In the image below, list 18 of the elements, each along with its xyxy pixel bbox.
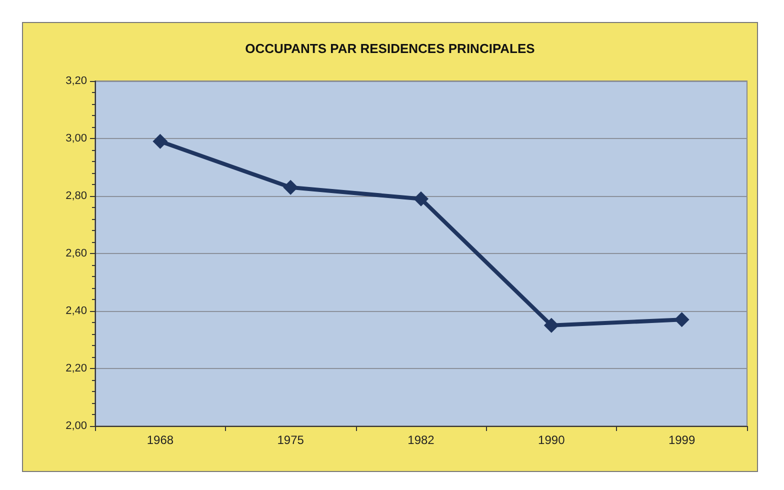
- y-tick-label: 2,20: [66, 362, 87, 374]
- chart-title: OCCUPANTS PAR RESIDENCES PRINCIPALES: [245, 41, 536, 56]
- y-tick-label: 3,00: [66, 132, 87, 144]
- x-tick-label: 1990: [538, 433, 566, 447]
- point: [544, 318, 559, 333]
- x-tick-label: 1975: [277, 433, 304, 447]
- x-tick-label: 1999: [668, 433, 696, 447]
- x-tick-label: 1968: [146, 433, 174, 447]
- x-tick-label: 1982: [408, 433, 435, 447]
- point: [674, 312, 690, 328]
- y-tick-label: 2,80: [66, 190, 87, 202]
- y-tick-label: 3,20: [66, 75, 87, 87]
- y-tick-label: 2,00: [66, 420, 87, 432]
- point: [152, 134, 168, 149]
- point: [414, 191, 428, 206]
- point: [283, 180, 298, 195]
- y-tick-label: 2,40: [66, 305, 87, 317]
- y-tick-label: 2,60: [66, 248, 87, 260]
